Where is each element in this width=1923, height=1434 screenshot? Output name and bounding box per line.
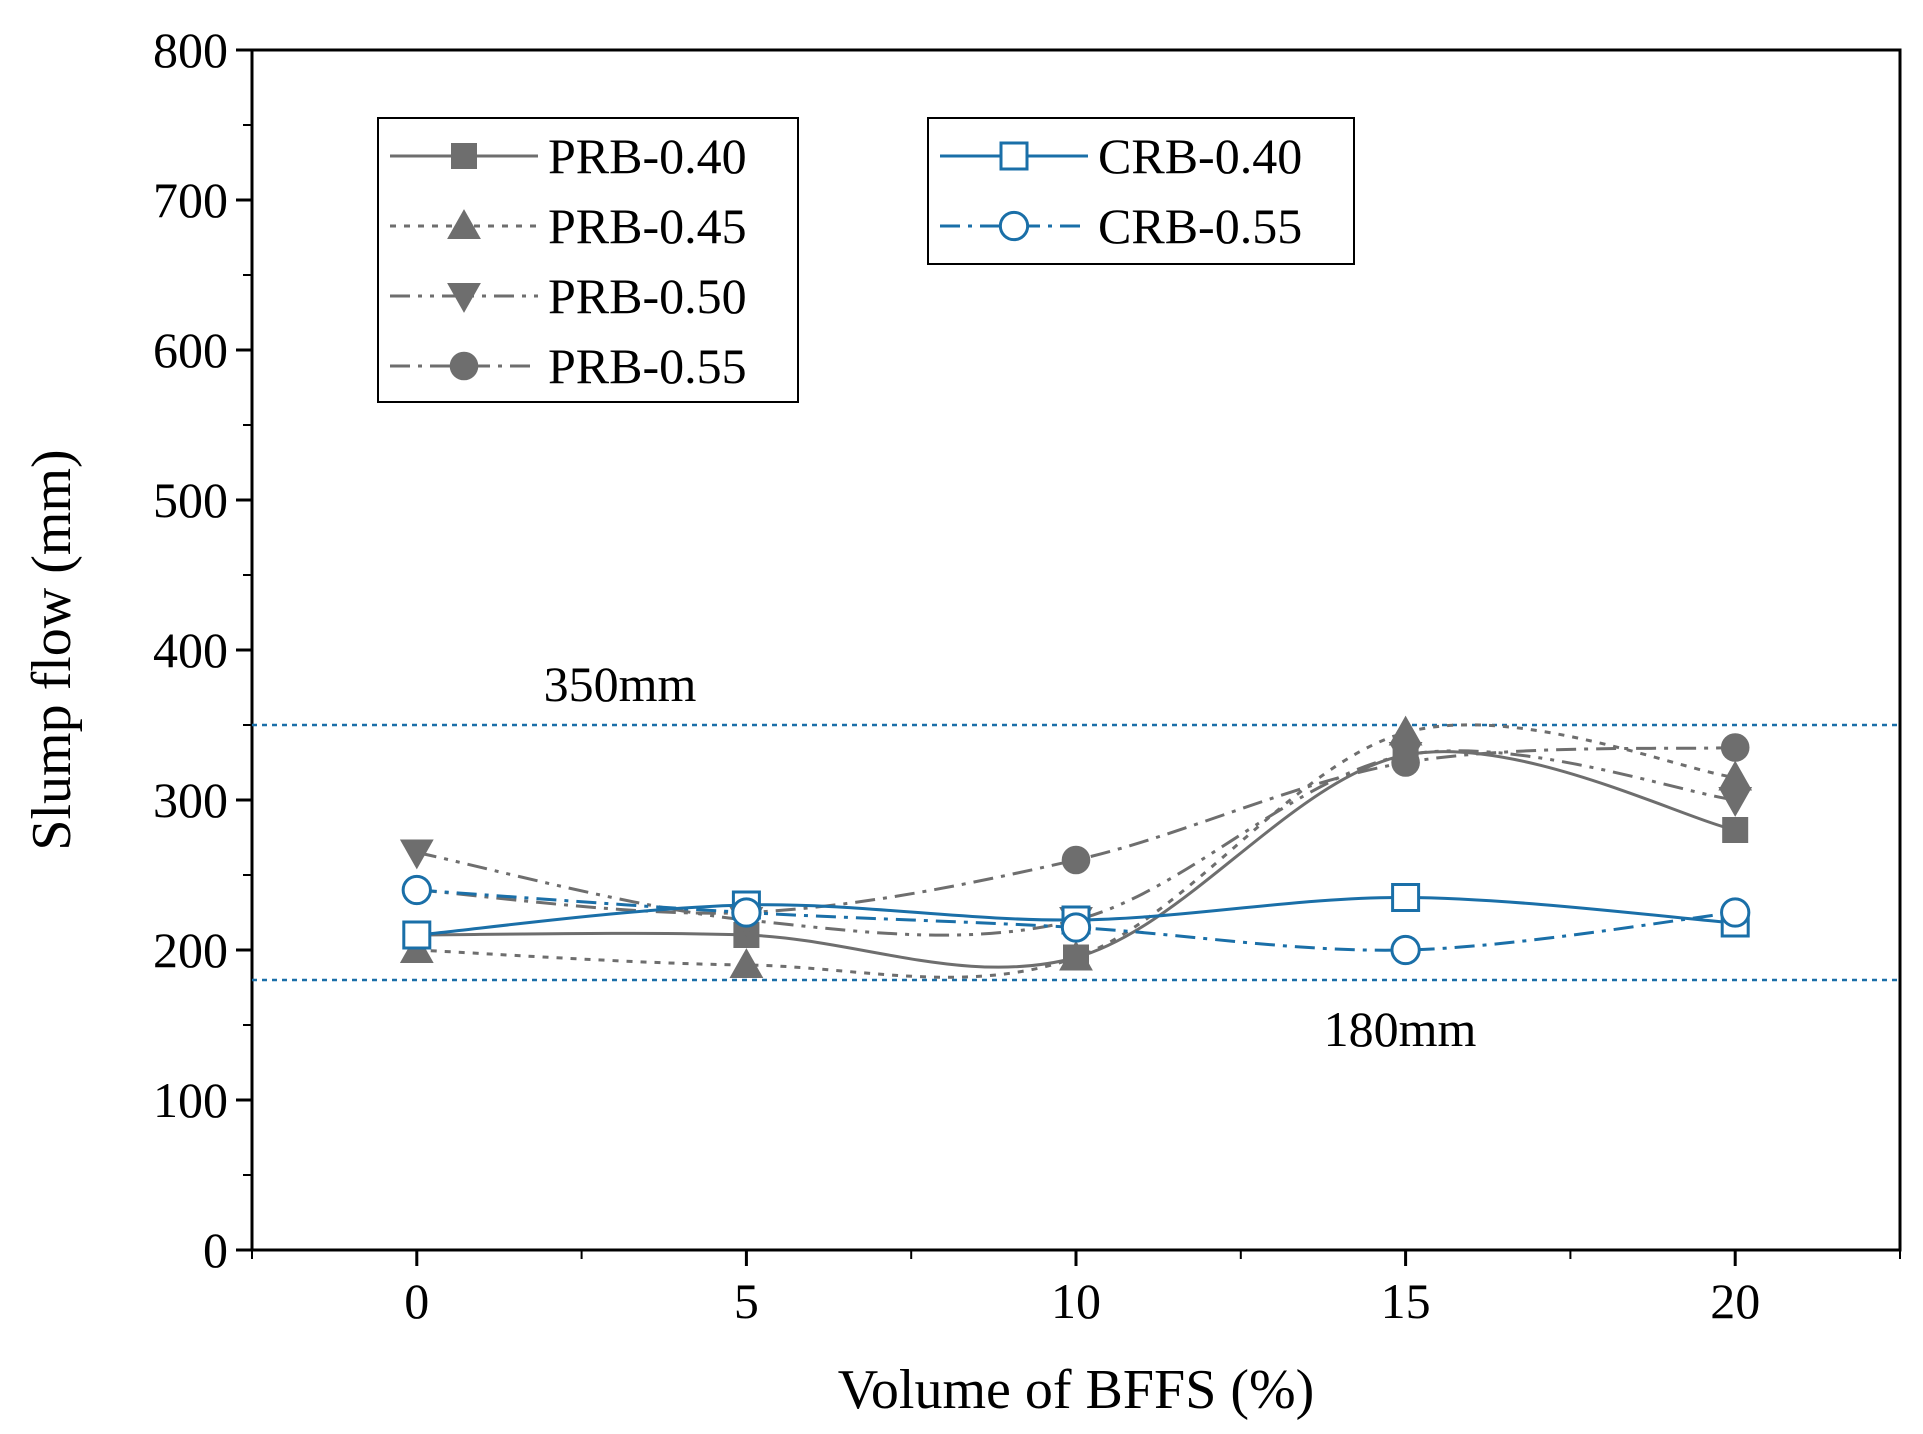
reference-line-label: 180mm (1324, 1001, 1477, 1057)
y-tick-label: 600 (153, 322, 228, 378)
legend-prb-box (377, 117, 799, 403)
data-point (1391, 883, 1421, 912)
y-tick-label: 200 (153, 922, 228, 978)
legend-label: PRB-0.50 (548, 268, 747, 324)
x-axis-title: Volume of BFFS (%) (838, 1359, 1315, 1421)
legend-marker (447, 209, 481, 239)
legend-marker (999, 141, 1029, 171)
legend-label: CRB-0.40 (1098, 128, 1302, 184)
legend-marker (451, 143, 477, 169)
data-point (731, 897, 762, 928)
legend-crb: CRB-0.40 CRB-0.55 (927, 117, 1355, 265)
x-tick-label: 10 (1051, 1273, 1101, 1329)
data-point (1718, 787, 1753, 817)
data-point (1722, 817, 1749, 843)
series-line (416, 746, 1736, 915)
legend-marker (447, 283, 481, 313)
x-tick-label: 20 (1710, 1273, 1760, 1329)
x-axis: 0 5 10 15 20 (251, 1250, 1901, 1329)
data-point (1061, 845, 1091, 875)
series-layer (399, 715, 1753, 979)
data-point (399, 839, 434, 870)
y-tick-label: 300 (153, 772, 228, 828)
data-point (1720, 733, 1750, 762)
data-point (1720, 897, 1751, 928)
reference-line-label: 350mm (544, 656, 697, 712)
legend-label: PRB-0.55 (548, 338, 747, 394)
series-line (416, 749, 1736, 937)
y-tick-label: 400 (153, 622, 228, 678)
data-point (401, 874, 432, 906)
data-point (1390, 934, 1421, 966)
data-point (729, 948, 764, 978)
data-point (1718, 760, 1753, 791)
x-tick-label: 15 (1381, 1273, 1431, 1329)
data-point (1060, 912, 1092, 943)
y-axis: 0 100 200 300 400 500 600 700 800 (153, 22, 252, 1278)
reference-lines: 350mm 180mm (252, 656, 1900, 1057)
legend-label: PRB-0.45 (548, 198, 747, 254)
x-tick-label: 5 (734, 1273, 759, 1329)
data-point (1391, 748, 1420, 777)
legend-marker (998, 210, 1030, 242)
legend-prb: PRB-0.40 PRB-0.45 PRB-0.50 PRB-0.55 (377, 117, 799, 403)
y-axis-title: Slump flow (mm) (21, 449, 83, 850)
data-point (1388, 715, 1423, 746)
y-tick-label: 100 (153, 1072, 228, 1128)
data-point (402, 920, 432, 950)
y-tick-label: 800 (153, 22, 228, 78)
x-tick-label: 0 (404, 1273, 429, 1329)
legend-label: PRB-0.40 (548, 128, 747, 184)
y-tick-label: 700 (153, 172, 228, 228)
legend-crb-box (927, 117, 1355, 265)
data-point (1059, 940, 1093, 971)
legend-label: CRB-0.55 (1098, 198, 1302, 254)
y-tick-label: 0 (203, 1222, 228, 1278)
y-tick-label: 500 (153, 472, 228, 528)
legend-marker (449, 351, 479, 381)
series-line (416, 888, 1736, 952)
